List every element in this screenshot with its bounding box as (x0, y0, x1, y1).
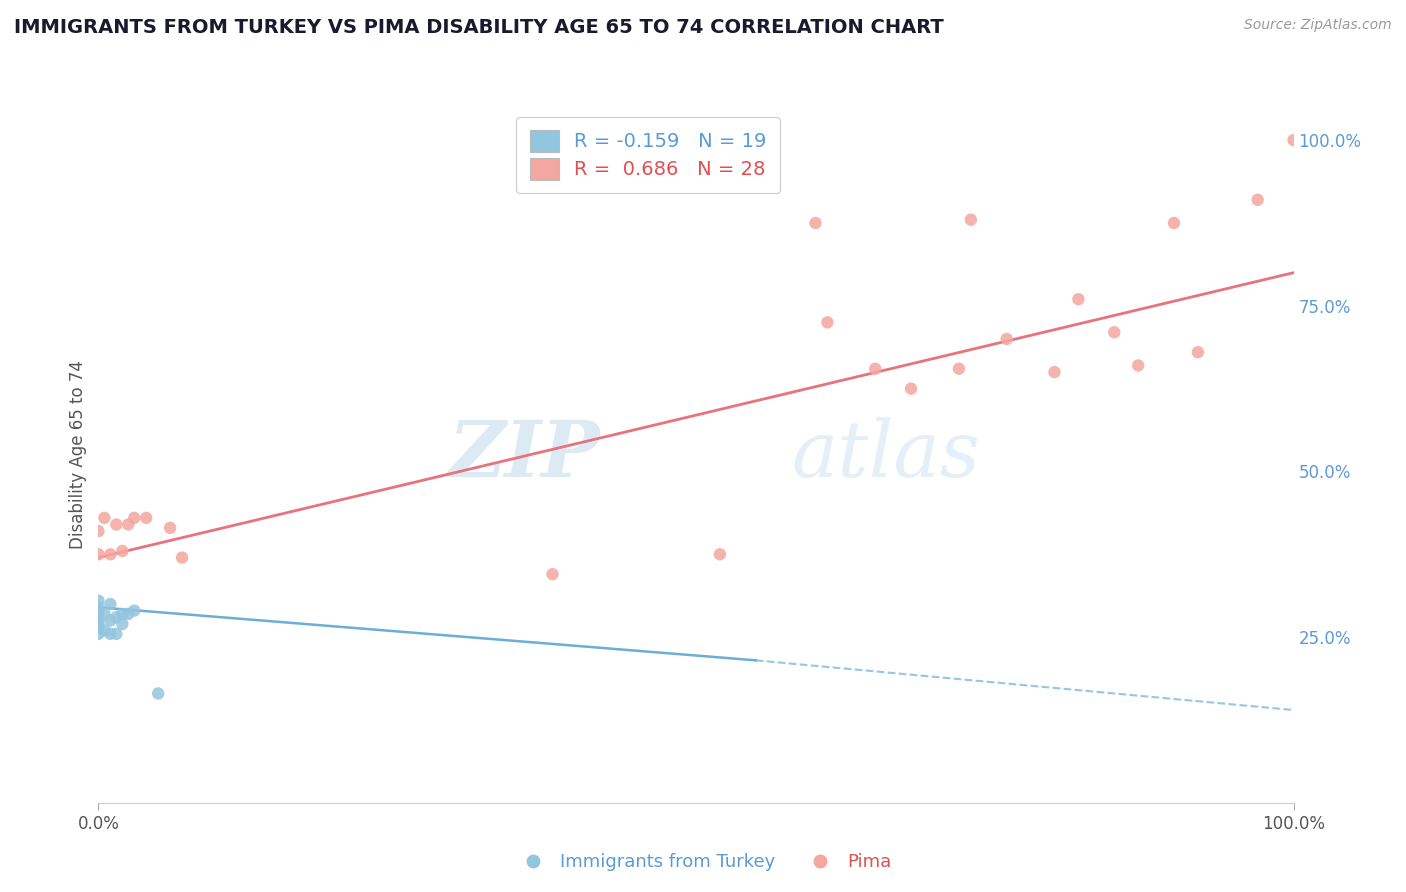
Point (124, 604, 146, 618)
Point (87, 547, 110, 561)
Point (804, 216, 827, 230)
Text: Source: ZipAtlas.com: Source: ZipAtlas.com (1244, 18, 1392, 32)
Point (105, 517, 128, 532)
Point (541, 567, 564, 582)
Point (105, 627, 128, 641)
Point (98, 614, 122, 628)
Point (93, 607, 115, 621)
Point (111, 616, 134, 631)
Legend: Immigrants from Turkey, Pima: Immigrants from Turkey, Pima (508, 847, 898, 879)
Point (815, 315, 838, 329)
Point (87, 620, 110, 634)
Point (1067, 292, 1090, 306)
Point (87, 607, 110, 621)
Point (172, 550, 194, 565)
Point (863, 361, 887, 376)
Point (117, 607, 139, 621)
Legend: R = -0.159   N = 19, R =  0.686   N = 28: R = -0.159 N = 19, R = 0.686 N = 28 (516, 117, 780, 194)
Point (87, 627, 110, 641)
Point (959, 212, 981, 227)
Point (105, 610, 128, 624)
Point (948, 361, 970, 376)
Text: ZIP: ZIP (449, 417, 600, 493)
Point (87, 600, 110, 615)
Point (124, 511, 146, 525)
Point (87, 614, 110, 628)
Point (98, 597, 122, 611)
Point (1102, 326, 1125, 340)
Point (995, 332, 1018, 346)
Point (148, 686, 170, 700)
Point (98, 627, 122, 641)
Text: atlas: atlas (792, 417, 980, 493)
Point (1246, 193, 1268, 207)
Point (87, 616, 110, 631)
Point (111, 607, 134, 621)
Point (111, 544, 134, 558)
Point (93, 511, 115, 525)
Y-axis label: Disability Age 65 to 74: Disability Age 65 to 74 (69, 360, 87, 549)
Point (1163, 216, 1185, 230)
Point (98, 547, 122, 561)
Point (159, 521, 181, 535)
Point (709, 547, 731, 561)
Point (117, 517, 139, 532)
Point (1187, 345, 1209, 359)
Point (1043, 365, 1066, 379)
Point (87, 593, 110, 607)
Point (1282, 133, 1305, 147)
Point (135, 511, 157, 525)
Point (1128, 359, 1150, 373)
Text: IMMIGRANTS FROM TURKEY VS PIMA DISABILITY AGE 65 TO 74 CORRELATION CHART: IMMIGRANTS FROM TURKEY VS PIMA DISABILIT… (14, 18, 943, 37)
Point (93, 624, 115, 638)
Point (900, 382, 922, 396)
Point (87, 524, 110, 538)
